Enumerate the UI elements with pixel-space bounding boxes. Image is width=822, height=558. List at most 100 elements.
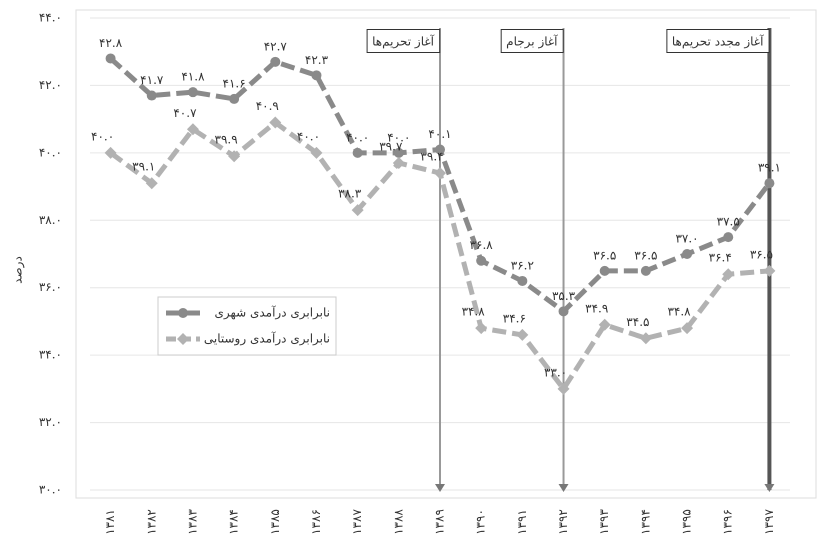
- plot-frame: [75, 9, 817, 499]
- x-tick-label: ۱۳۸۳: [185, 509, 199, 535]
- event-box: [366, 29, 441, 53]
- point: [146, 90, 157, 101]
- point: [186, 123, 199, 136]
- data-label: ۳۶.۵: [750, 247, 773, 261]
- x-tick-label: ۱۳۹۱: [515, 509, 529, 535]
- point: [392, 156, 405, 169]
- data-label: ۳۶.۴: [709, 251, 732, 265]
- data-label: ۴۲.۷: [264, 39, 288, 53]
- event-box: [500, 29, 564, 53]
- data-label: ۳۶.۵: [593, 248, 616, 262]
- data-label: ۳۶.۲: [511, 258, 534, 272]
- data-label: ۴۰.۱: [428, 127, 451, 141]
- x-tick-label: ۱۳۸۴: [227, 509, 241, 535]
- x-tick-label: ۱۳۸۱: [103, 509, 117, 535]
- point: [435, 144, 445, 155]
- y-tick-label: ۳۲.۰: [39, 415, 62, 429]
- x-tick-label: ۱۳۹۳: [597, 509, 611, 535]
- y-tick-label: ۳۰.۰: [39, 483, 62, 497]
- point: [640, 265, 651, 276]
- x-tick-label: ۱۳۸۹: [433, 509, 447, 535]
- x-tick-label: ۱۳۹۲: [556, 509, 570, 535]
- data-label: ۳۳.۰: [544, 365, 567, 379]
- event-label: آغاز مجدد تحریم‌ها: [672, 34, 764, 49]
- point: [557, 382, 570, 395]
- data-label: ۳۹.۹: [215, 133, 238, 147]
- data-label: ۳۴.۸: [462, 305, 486, 319]
- event-label: آغاز تحریم‌ها: [372, 34, 435, 49]
- event-box: [666, 29, 770, 53]
- point: [681, 322, 694, 335]
- data-label: ۳۴.۵: [626, 315, 649, 329]
- point: [352, 147, 363, 158]
- x-tick-label: ۱۳۹۶: [721, 509, 735, 535]
- data-label: ۳۸.۳: [338, 187, 362, 201]
- x-tick-label: ۱۳۹۷: [762, 509, 776, 535]
- point: [187, 87, 198, 98]
- event-arrow: [435, 484, 445, 492]
- data-label: ۳۷.۵: [717, 215, 740, 229]
- y-tick-label: ۳۴.۰: [39, 348, 62, 362]
- legend-label: نابرابری درآمدی شهری: [215, 305, 330, 320]
- point: [476, 255, 487, 266]
- data-label: ۳۴.۸: [667, 305, 691, 319]
- y-tick-label: ۴۴.۰: [39, 11, 62, 25]
- data-label: ۴۰.۹: [256, 99, 279, 113]
- data-label: ۳۷.۰: [675, 232, 698, 246]
- data-label: ۴۱.۸: [181, 70, 205, 84]
- data-label: ۴۰.۰: [387, 130, 410, 144]
- data-label: ۴۰.۰: [346, 130, 369, 144]
- data-label: ۳۴.۹: [585, 301, 608, 315]
- point: [177, 333, 189, 345]
- x-tick-label: ۱۳۹۰: [474, 509, 488, 535]
- point: [722, 268, 735, 281]
- y-tick-label: ۴۰.۰: [39, 145, 62, 159]
- x-tick-label: ۱۳۸۶: [309, 509, 323, 535]
- data-label: ۴۰.۰: [91, 129, 114, 143]
- point: [228, 150, 241, 163]
- point: [763, 264, 776, 277]
- data-label: ۴۲.۳: [305, 53, 329, 67]
- point: [104, 146, 117, 159]
- x-tick-label: ۱۳۸۸: [391, 509, 405, 535]
- data-label: ۳۴.۶: [503, 311, 526, 325]
- point: [311, 70, 322, 81]
- data-label: ۳۹.۱: [758, 161, 781, 175]
- legend-box: [157, 296, 337, 356]
- legend-label: نابرابری درآمدی روستایی: [204, 331, 330, 346]
- point: [599, 265, 610, 276]
- event-arrow: [764, 484, 775, 492]
- point: [310, 146, 323, 159]
- data-label: ۴۱.۶: [223, 76, 246, 90]
- point: [145, 177, 158, 190]
- x-tick-label: ۱۳۸۷: [350, 509, 364, 535]
- y-tick-label: ۳۶.۰: [39, 280, 62, 294]
- x-tick-label: ۱۳۸۵: [268, 509, 282, 535]
- point: [351, 204, 364, 217]
- point: [682, 249, 693, 259]
- point: [723, 232, 734, 243]
- data-label: ۳۹.۱: [132, 160, 155, 174]
- x-tick-label: ۱۳۹۴: [638, 509, 652, 535]
- point: [178, 308, 188, 318]
- y-axis-label: درصد: [11, 256, 25, 284]
- data-label: ۳۶.۵: [634, 248, 657, 262]
- data-label: ۴۰.۰: [297, 129, 320, 143]
- point: [558, 306, 569, 317]
- data-label: ۳۹.۷: [379, 139, 403, 153]
- y-tick-label: ۳۸.۰: [39, 213, 62, 227]
- point: [598, 318, 611, 331]
- data-label: ۳۶.۸: [470, 238, 494, 252]
- event-label: آغاز برجام: [506, 34, 558, 49]
- x-tick-label: ۱۳۸۲: [144, 509, 158, 535]
- data-label: ۴۲.۸: [99, 36, 123, 50]
- data-label: ۳۹.۴: [420, 150, 443, 164]
- point: [269, 116, 282, 129]
- data-label: ۴۰.۷: [173, 106, 197, 120]
- point: [229, 93, 240, 104]
- point: [393, 147, 404, 158]
- point: [764, 178, 775, 189]
- point: [270, 56, 281, 67]
- data-label: ۴۱.۷: [140, 73, 164, 87]
